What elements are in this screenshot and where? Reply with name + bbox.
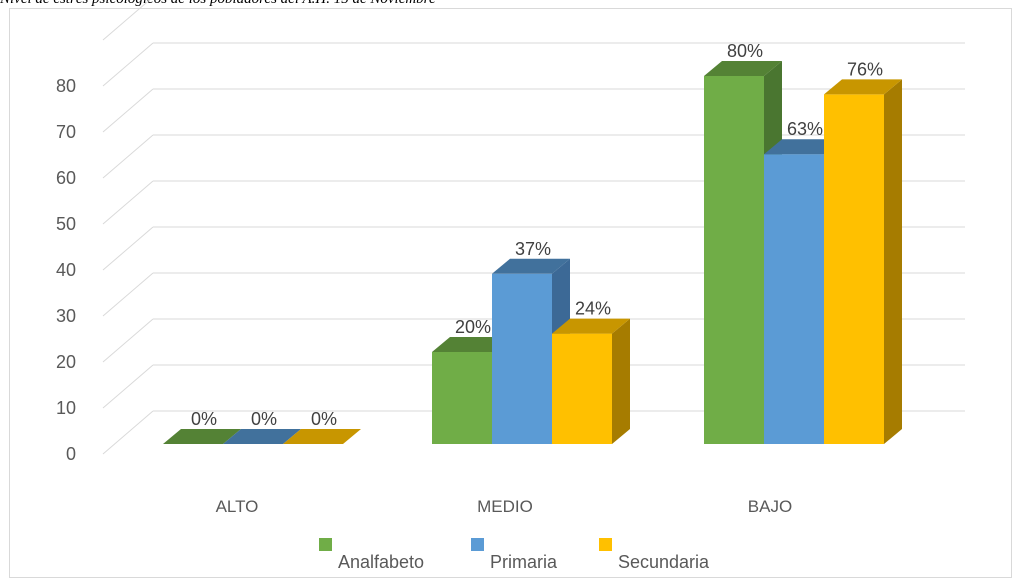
legend: Analfabeto Primaria Secundaria <box>319 538 710 572</box>
gridline-depth <box>102 42 154 87</box>
bar-top <box>163 429 241 444</box>
bar-front <box>552 333 612 444</box>
bar-side <box>884 79 902 445</box>
gridline-depth <box>102 0 151 41</box>
y-tick-label: 50 <box>56 214 76 234</box>
data-label: 80% <box>727 41 763 61</box>
figure-caption: Nivel de estrés psicológicos de los pobl… <box>0 0 436 8</box>
bar-alto-primaria: 0% <box>223 409 301 444</box>
gridline-depth <box>102 180 154 225</box>
legend-item-primaria: Primaria <box>471 538 558 572</box>
bar-front <box>492 273 552 444</box>
legend-swatch <box>471 538 484 551</box>
legend-item-analfabeto: Analfabeto <box>319 538 424 572</box>
bar-alto-analfabeto: 0% <box>163 409 241 444</box>
y-tick-label: 20 <box>56 352 76 372</box>
legend-label: Primaria <box>490 552 558 572</box>
y-axis: 0 10 20 30 40 50 60 70 80 <box>56 76 76 464</box>
bar-top <box>223 429 301 444</box>
gridline-depth <box>102 226 154 271</box>
bar-front <box>432 352 492 444</box>
gridline-depth <box>102 364 154 409</box>
x-axis: ALTO MEDIO BAJO <box>216 497 793 516</box>
bar-top <box>492 258 570 274</box>
bar-front <box>764 154 824 444</box>
x-tick-label: MEDIO <box>477 497 533 516</box>
gridline-depth <box>102 410 154 455</box>
legend-item-secundaria: Secundaria <box>599 538 710 572</box>
legend-label: Analfabeto <box>338 552 424 572</box>
y-tick-label: 30 <box>56 306 76 326</box>
bars-layer: 0% 0% 0% 20% 37% 24% 80% 63% 76% <box>163 41 902 445</box>
bar-top <box>824 79 902 95</box>
data-label: 63% <box>787 119 823 139</box>
data-label: 0% <box>191 409 217 429</box>
legend-swatch <box>319 538 332 551</box>
bar-top <box>704 61 782 76</box>
bar-top <box>283 429 361 444</box>
bar-top <box>552 318 630 334</box>
x-tick-label: BAJO <box>748 497 792 516</box>
bar-top <box>432 337 510 352</box>
bar-medio-secundaria: 24% <box>552 299 630 444</box>
data-label: 24% <box>575 299 611 319</box>
legend-label: Secundaria <box>618 552 710 572</box>
data-label: 20% <box>455 317 491 337</box>
gridline-depth <box>102 88 154 133</box>
y-tick-label: 40 <box>56 260 76 280</box>
y-tick-label: 10 <box>56 398 76 418</box>
bar-front <box>824 94 884 445</box>
bar-bajo-secundaria: 76% <box>824 59 902 445</box>
gridline-depth <box>102 318 154 363</box>
bar-front <box>704 76 764 444</box>
legend-swatch <box>599 538 612 551</box>
data-label: 0% <box>251 409 277 429</box>
data-label: 76% <box>847 59 883 79</box>
y-tick-label: 60 <box>56 168 76 188</box>
gridline-depth <box>102 134 154 179</box>
y-tick-label: 70 <box>56 122 76 142</box>
bar-side <box>612 318 630 444</box>
bar-top <box>764 139 842 155</box>
bar-alto-secundaria: 0% <box>283 409 361 444</box>
data-label: 0% <box>311 409 337 429</box>
x-tick-label: ALTO <box>216 497 259 516</box>
y-tick-label: 80 <box>56 76 76 96</box>
data-label: 37% <box>515 239 551 259</box>
gridline-depth <box>102 272 154 317</box>
y-tick-label: 0 <box>66 444 76 464</box>
